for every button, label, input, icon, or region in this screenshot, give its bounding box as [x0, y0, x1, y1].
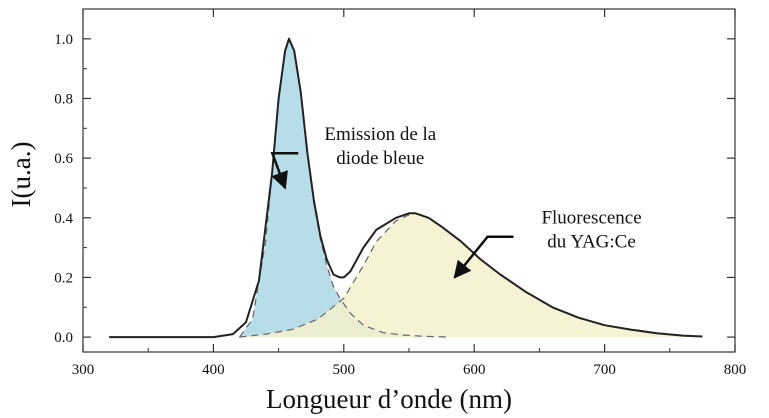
x-tick-label: 600 [463, 362, 486, 378]
annotations: Emission de la diode bleue Fluorescence du … [270, 124, 642, 279]
annotation-arrow [270, 151, 299, 190]
annotation-label: Emission de la diode bleue [324, 124, 436, 169]
total-spectrum-group [109, 37, 703, 339]
x-tick-label: 800 [724, 362, 747, 378]
x-axis-title: Longueur d’onde (nm) [266, 384, 512, 414]
y-axis-ticks: 0.0 0.2 0.4 0.6 0.8 1.0 [54, 32, 735, 346]
x-tick-label: 300 [72, 362, 95, 378]
x-tick-label: 500 [333, 362, 356, 378]
y-tick-label: 0.8 [54, 91, 73, 107]
x-tick-label: 400 [202, 362, 225, 378]
y-tick-label: 0.2 [54, 270, 73, 286]
component-fills [239, 38, 703, 338]
y-tick-label: 0.0 [54, 330, 73, 346]
y-tick-label: 0.4 [54, 211, 73, 227]
x-tick-label: 700 [593, 362, 616, 378]
x-axis-ticks: 300 400 500 600 700 800 [72, 9, 747, 378]
y-tick-label: 1.0 [54, 32, 73, 48]
y-axis-title: I(u.a.) [6, 142, 36, 208]
y-tick-label: 0.6 [54, 151, 73, 167]
blue-diode-fill-area [239, 38, 449, 338]
total-spectrum-line [109, 37, 703, 339]
annotation-label: Fluorescence du YAG:Ce [541, 208, 641, 253]
annotation-arrow [453, 235, 514, 279]
